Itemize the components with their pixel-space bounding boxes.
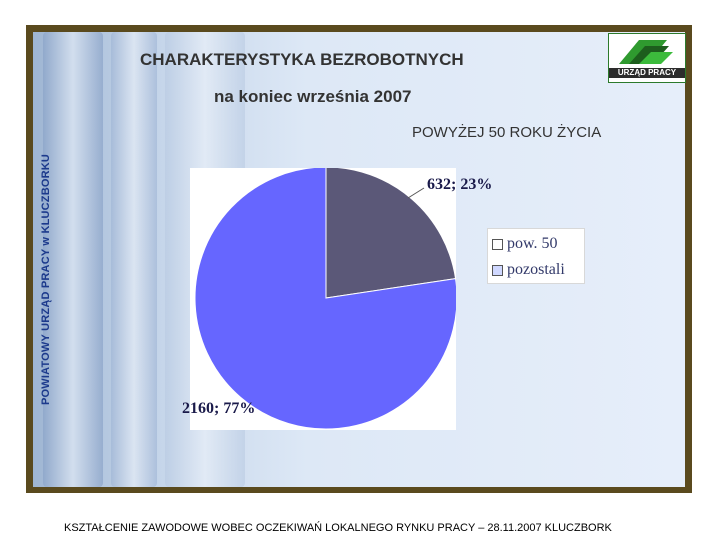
urzad-pracy-logo: URZĄD PRACY xyxy=(608,33,686,83)
legend-label-pow50: pow. 50 xyxy=(507,235,558,252)
legend-item-pow50: pow. 50 xyxy=(492,234,558,254)
chart-section-label: POWYŻEJ 50 ROKU ŻYCIA xyxy=(412,124,602,141)
slide-subtitle: na koniec września 2007 xyxy=(214,87,412,106)
legend-swatch-pozostali xyxy=(492,264,503,276)
pie-slice-pozostali xyxy=(194,168,456,430)
leader-line-pow50 xyxy=(407,187,425,199)
legend-item-pozostali: pozostali xyxy=(492,260,565,280)
data-label-pow50: 632; 23% xyxy=(427,176,493,193)
chart-legend: pow. 50 pozostali xyxy=(487,228,585,284)
logo-icon xyxy=(619,40,673,64)
office-vertical-label: POWIATOWY URZĄD PRACY w KLUCZBORKU xyxy=(40,153,52,405)
legend-label-pozostali: pozostali xyxy=(507,261,565,278)
pie-slice-pow50 xyxy=(325,168,456,299)
logo-text: URZĄD PRACY xyxy=(609,68,685,78)
data-label-pozostali: 2160; 77% xyxy=(182,400,256,417)
chart-plot-area xyxy=(190,168,456,430)
pie-chart xyxy=(194,168,456,430)
slide-title: CHARAKTERYSTYKA BEZROBOTNYCH xyxy=(140,50,464,69)
legend-swatch-pow50 xyxy=(492,238,503,250)
slide-footer: KSZTAŁCENIE ZAWODOWE WOBEC OCZEKIWAŃ LOK… xyxy=(64,522,612,534)
